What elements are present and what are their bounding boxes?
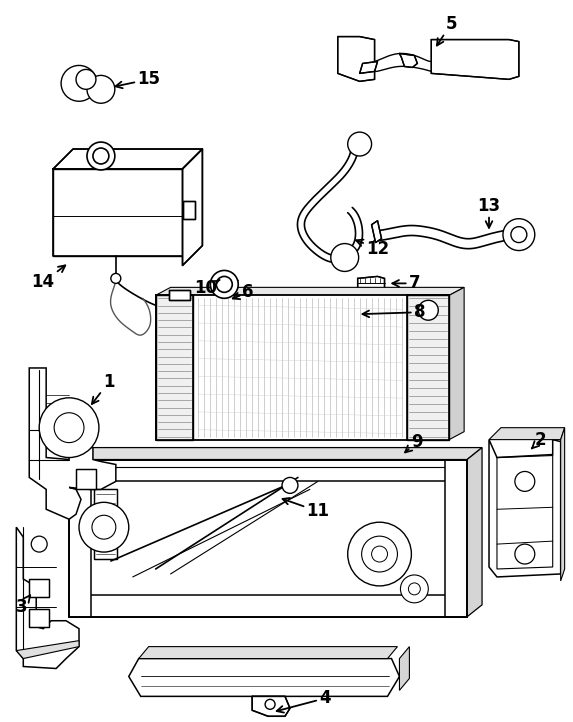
Polygon shape xyxy=(16,640,79,658)
Circle shape xyxy=(371,546,387,562)
Polygon shape xyxy=(53,169,183,256)
Text: 7: 7 xyxy=(393,274,420,292)
Polygon shape xyxy=(330,306,355,322)
Text: 12: 12 xyxy=(356,240,389,258)
Polygon shape xyxy=(69,595,467,617)
Circle shape xyxy=(87,142,115,170)
Circle shape xyxy=(409,583,421,595)
Polygon shape xyxy=(489,427,564,440)
Circle shape xyxy=(348,132,371,156)
Circle shape xyxy=(87,75,115,103)
Circle shape xyxy=(217,277,232,292)
Text: 5: 5 xyxy=(437,14,457,45)
Text: 9: 9 xyxy=(405,432,423,453)
Circle shape xyxy=(93,148,109,164)
Polygon shape xyxy=(489,440,560,577)
Polygon shape xyxy=(337,37,375,82)
Text: 6: 6 xyxy=(233,283,254,301)
Circle shape xyxy=(32,536,47,552)
Polygon shape xyxy=(399,647,409,690)
Text: 11: 11 xyxy=(282,498,329,521)
Circle shape xyxy=(331,243,359,271)
Text: 1: 1 xyxy=(92,373,115,404)
Polygon shape xyxy=(371,221,382,243)
Polygon shape xyxy=(139,647,398,658)
Polygon shape xyxy=(560,427,564,581)
Polygon shape xyxy=(76,469,96,490)
Polygon shape xyxy=(53,149,202,169)
Circle shape xyxy=(265,700,275,709)
Polygon shape xyxy=(467,448,482,617)
Polygon shape xyxy=(156,295,449,440)
Circle shape xyxy=(76,69,96,90)
Text: 8: 8 xyxy=(363,303,425,321)
Polygon shape xyxy=(183,149,202,266)
Polygon shape xyxy=(449,287,464,440)
Text: 4: 4 xyxy=(277,690,331,713)
Polygon shape xyxy=(399,53,417,67)
Polygon shape xyxy=(129,658,399,696)
Polygon shape xyxy=(445,459,467,617)
Circle shape xyxy=(210,271,238,298)
Polygon shape xyxy=(218,287,230,312)
Text: 2: 2 xyxy=(532,430,547,448)
Text: 14: 14 xyxy=(32,266,65,292)
Circle shape xyxy=(61,66,97,101)
Polygon shape xyxy=(168,290,190,300)
Polygon shape xyxy=(358,277,384,295)
Polygon shape xyxy=(69,459,91,617)
Circle shape xyxy=(515,544,535,564)
Circle shape xyxy=(92,516,116,539)
Polygon shape xyxy=(407,295,449,440)
Circle shape xyxy=(79,503,129,552)
Circle shape xyxy=(418,300,438,320)
Circle shape xyxy=(282,477,298,493)
Polygon shape xyxy=(69,448,482,459)
Polygon shape xyxy=(29,368,116,519)
Polygon shape xyxy=(16,527,79,669)
Polygon shape xyxy=(156,287,464,295)
Circle shape xyxy=(511,227,527,243)
Circle shape xyxy=(348,522,411,586)
Circle shape xyxy=(54,413,84,443)
Circle shape xyxy=(111,274,121,283)
Polygon shape xyxy=(29,579,49,597)
Circle shape xyxy=(401,575,428,603)
Text: 15: 15 xyxy=(116,70,160,88)
Polygon shape xyxy=(387,448,414,467)
Polygon shape xyxy=(183,201,195,219)
Polygon shape xyxy=(360,61,378,74)
Polygon shape xyxy=(156,295,194,440)
Polygon shape xyxy=(252,696,290,716)
Circle shape xyxy=(39,398,99,458)
Polygon shape xyxy=(69,459,467,482)
Polygon shape xyxy=(431,40,519,79)
Circle shape xyxy=(515,471,535,492)
Text: 13: 13 xyxy=(477,197,501,228)
Circle shape xyxy=(503,219,535,251)
Polygon shape xyxy=(29,609,49,627)
Polygon shape xyxy=(94,490,117,559)
Text: 3: 3 xyxy=(15,595,30,616)
Text: 10: 10 xyxy=(194,279,219,297)
Circle shape xyxy=(362,536,398,572)
